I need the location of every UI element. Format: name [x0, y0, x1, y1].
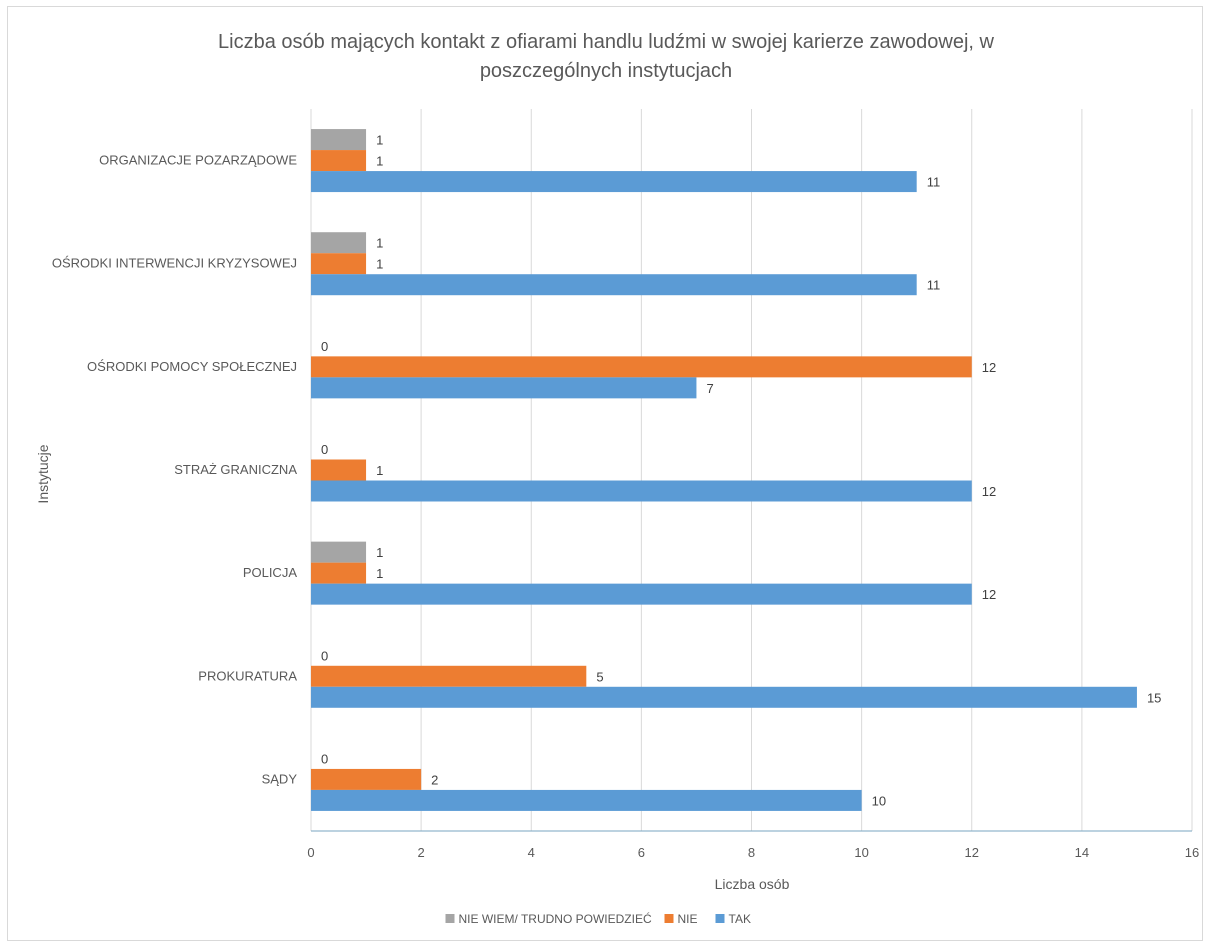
data-label: 1 [376, 133, 383, 148]
data-label: 10 [872, 793, 886, 808]
bar-nie-wiem-trudno-powiedzie- [311, 541, 367, 563]
x-tick-label-2: 2 [418, 845, 425, 860]
gridlines [310, 109, 1193, 832]
bar-nie [311, 562, 367, 584]
legend: NIE WIEM/ TRUDNO POWIEDZIEĆ NIE TAK [445, 911, 751, 926]
y-axis-title: Instytucje [35, 444, 51, 503]
data-label: 12 [982, 360, 996, 375]
data-label: 12 [982, 484, 996, 499]
data-label: 0 [321, 648, 328, 663]
data-label: 12 [982, 587, 996, 602]
legend-swatch [715, 914, 725, 923]
bar-nie [311, 253, 367, 275]
category-label: STRAŻ GRANICZNA [174, 462, 297, 477]
data-label: 7 [706, 381, 713, 396]
bars [311, 129, 1137, 811]
bar-nie-wiem-trudno-powiedzie- [311, 129, 367, 151]
legend-label: NIE WIEM/ TRUDNO POWIEDZIEĆ [459, 911, 652, 926]
legend-label: TAK [729, 912, 751, 926]
category-label: OŚRODKI INTERWENCJI KRYZYSOWEJ [52, 256, 297, 271]
data-label: 5 [596, 669, 603, 684]
bar-tak [311, 686, 1137, 708]
bar-tak [311, 377, 697, 399]
x-tick-label-12: 12 [965, 845, 979, 860]
bar-nie [311, 356, 972, 378]
category-label: ORGANIZACJE POZARZĄDOWE [99, 153, 297, 168]
legend-swatch [445, 914, 455, 923]
data-label: 1 [376, 545, 383, 560]
legend-label: NIE [678, 912, 698, 926]
bar-tak [311, 171, 917, 193]
category-label: POLICJA [243, 565, 298, 580]
bar-nie [311, 768, 422, 790]
data-label: 1 [376, 257, 383, 272]
category-label: OŚRODKI POMOCY SPOŁECZNEJ [87, 359, 297, 374]
bar-nie-wiem-trudno-powiedzie- [311, 232, 367, 254]
legend-swatch [664, 914, 674, 923]
category-label: PROKURATURA [198, 668, 297, 683]
data-label: 1 [376, 463, 383, 478]
data-label: 0 [321, 339, 328, 354]
x-tick-label-14: 14 [1075, 845, 1089, 860]
x-tick-labels: 0 2 4 6 8 10 12 14 16 [307, 845, 1199, 860]
bar-tak [311, 274, 917, 296]
data-label: 0 [321, 751, 328, 766]
x-axis-title: Liczba osób [715, 876, 790, 892]
data-label: 15 [1147, 690, 1161, 705]
x-tick-label-16: 16 [1185, 845, 1199, 860]
chart-svg: Liczba osób mających kontakt z ofiarami … [35, 31, 1199, 926]
bar-tak [311, 789, 862, 811]
data-label: 1 [376, 566, 383, 581]
data-label: 2 [431, 772, 438, 787]
data-label: 1 [376, 236, 383, 251]
bar-tak [311, 480, 972, 502]
chart-title-line-2: poszczególnych instytucjach [480, 60, 732, 82]
bar-nie [311, 150, 367, 172]
x-tick-label-10: 10 [854, 845, 868, 860]
chart-title-line-1: Liczba osób mających kontakt z ofiarami … [218, 31, 994, 53]
x-tick-label-6: 6 [638, 845, 645, 860]
bar-nie [311, 665, 587, 687]
data-label: 1 [376, 154, 383, 169]
data-label: 11 [927, 278, 941, 293]
bar-tak [311, 583, 972, 605]
x-tick-label-8: 8 [748, 845, 755, 860]
data-label: 0 [321, 442, 328, 457]
x-tick-label-4: 4 [528, 845, 535, 860]
category-label: SĄDY [262, 771, 298, 786]
category-labels: ORGANIZACJE POZARZĄDOWE OŚRODKI INTERWENC… [52, 153, 297, 787]
chart-frame: Liczba osób mających kontakt z ofiarami … [7, 6, 1203, 941]
data-label: 11 [927, 175, 941, 190]
bar-nie [311, 459, 367, 481]
x-tick-label-0: 0 [307, 845, 314, 860]
